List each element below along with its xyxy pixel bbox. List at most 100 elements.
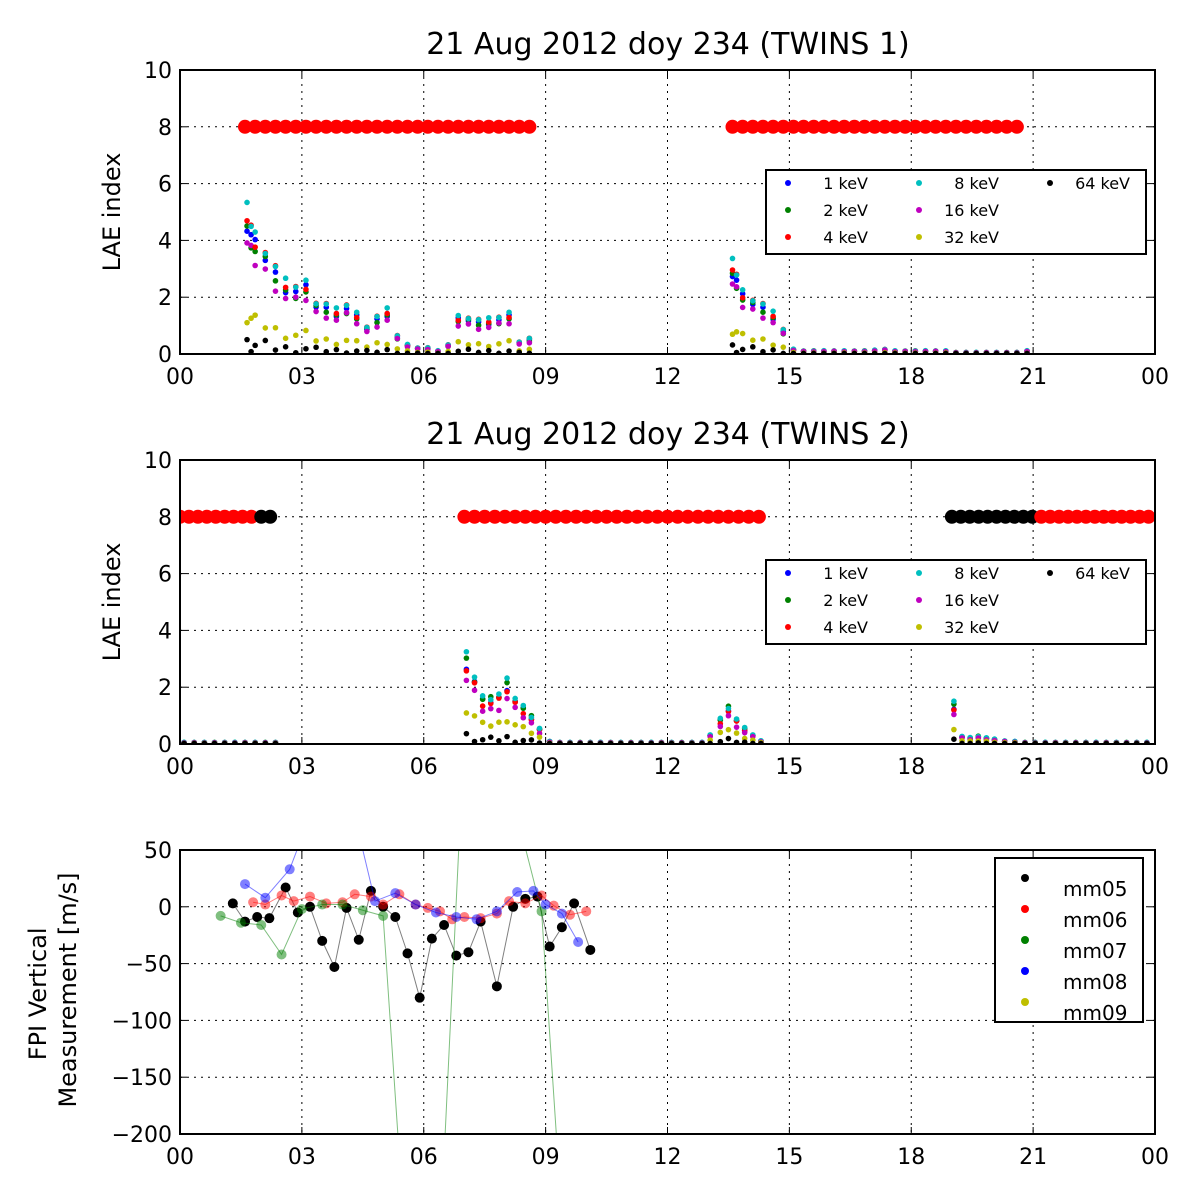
data-point: [479, 703, 486, 709]
legend-label: 16 keV: [944, 201, 999, 220]
flag-point: [847, 119, 862, 134]
x-tick-label: 18: [897, 1145, 925, 1170]
data-point: [313, 338, 319, 344]
data-point: [741, 724, 748, 731]
data-point: [496, 695, 502, 701]
x-tick-label: 09: [532, 1145, 560, 1170]
data-point: [333, 317, 340, 324]
flag-point: [680, 509, 695, 524]
flag-point: [370, 119, 385, 134]
data-point: [262, 325, 269, 331]
data-point: [487, 696, 494, 703]
flag-point: [979, 119, 994, 134]
data-point: [725, 712, 732, 719]
legend-marker: [916, 597, 922, 603]
data-point: [471, 687, 478, 694]
data-point: [750, 306, 756, 312]
flag-point: [528, 509, 543, 524]
data-point: [343, 337, 350, 344]
legend-label: 8 keV: [954, 174, 999, 193]
x-tick-label: 06: [410, 365, 438, 390]
y-tick-label: 0: [158, 896, 172, 921]
flag-point: [298, 119, 313, 134]
data-point: [725, 726, 732, 733]
x-tick-label: 03: [288, 365, 316, 390]
series-point: [581, 906, 592, 917]
data-point: [526, 346, 533, 353]
legend-marker: [785, 234, 791, 240]
flag-point: [857, 119, 872, 134]
data-point: [374, 319, 380, 326]
y-tick-label: 8: [158, 116, 172, 141]
legend-marker: [916, 234, 922, 240]
data-point: [303, 281, 309, 288]
data-point: [496, 707, 502, 714]
legend-marker: [916, 207, 922, 213]
x-tick-label: 12: [654, 1145, 682, 1170]
x-tick-label: 06: [410, 755, 438, 780]
series-point: [528, 885, 539, 896]
data-point: [487, 723, 494, 729]
data-point: [384, 305, 390, 311]
y-tick-label: 6: [158, 173, 172, 198]
flag-point: [755, 119, 770, 134]
flag-point: [558, 509, 573, 524]
data-point: [475, 340, 482, 347]
data-point: [333, 341, 340, 348]
flag-point: [735, 119, 750, 134]
flag-point: [359, 119, 374, 134]
data-point: [244, 199, 250, 206]
data-point: [252, 248, 258, 255]
data-point: [512, 699, 518, 706]
data-point: [303, 286, 309, 293]
data-point: [353, 337, 360, 344]
data-point: [951, 726, 957, 733]
data-point: [528, 737, 535, 743]
flag-point: [721, 509, 736, 524]
data-point: [951, 707, 957, 713]
data-point: [353, 309, 360, 316]
legend-label: 4 keV: [823, 618, 868, 637]
series-point: [390, 912, 401, 923]
data-point: [313, 300, 319, 307]
data-point: [465, 341, 472, 348]
series-point: [565, 909, 575, 920]
data-point: [248, 231, 254, 238]
series-point: [264, 913, 275, 924]
flag-point: [877, 119, 892, 134]
flag-point: [349, 119, 364, 134]
x-tick-label: 03: [288, 755, 316, 780]
data-point: [252, 262, 258, 269]
series-point: [430, 907, 441, 918]
x-tick-label: 00: [1141, 1145, 1169, 1170]
legend-marker: [785, 570, 791, 576]
data-point: [463, 730, 470, 737]
flag-point: [538, 509, 553, 524]
data-point: [725, 735, 732, 742]
data-point: [520, 737, 527, 744]
x-tick-label: 21: [1019, 365, 1047, 390]
y-tick-label: 0: [158, 733, 172, 758]
data-point: [252, 229, 258, 235]
data-point: [496, 691, 502, 697]
data-point: [463, 668, 470, 674]
data-point: [248, 315, 254, 322]
data-point: [465, 346, 472, 353]
data-point: [292, 284, 299, 290]
legend-box: [994, 857, 1144, 1023]
flag-point: [609, 509, 624, 524]
data-point: [729, 267, 736, 273]
flag-point: [989, 119, 1004, 134]
x-tick-label: 18: [897, 755, 925, 780]
data-point: [504, 688, 510, 695]
data-point: [504, 719, 510, 725]
x-tick-label: 15: [775, 365, 803, 390]
data-point: [528, 714, 535, 721]
data-point: [252, 312, 258, 318]
flag-point: [410, 119, 425, 134]
series-point: [459, 912, 470, 923]
data-point: [262, 257, 269, 264]
x-tick-label: 12: [654, 755, 682, 780]
data-point: [475, 349, 482, 354]
